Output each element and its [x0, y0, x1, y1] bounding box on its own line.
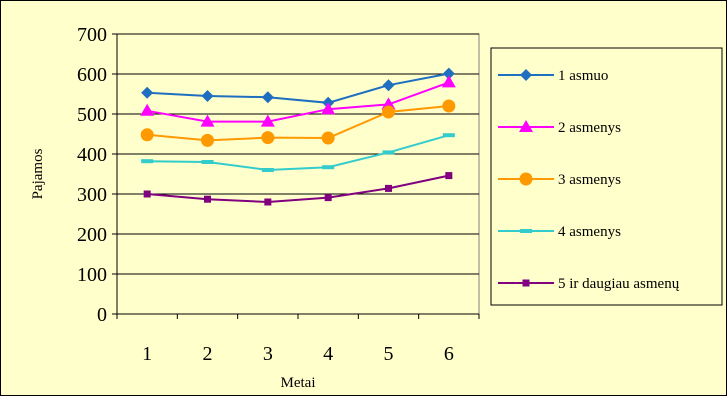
x-tick-label-4: 5: [384, 343, 394, 365]
x-tick-label-0: 1: [142, 343, 152, 365]
legend: 1 asmuo 2 asmenys 3 asmenys 4 asmenys 5 ir d…: [498, 68, 680, 292]
series-3-point-2: [201, 133, 214, 147]
legend-marker-3: [519, 172, 533, 186]
series-2-line: [146, 81, 450, 123]
plot-area: [116, 33, 480, 315]
grid-lines: [117, 33, 479, 275]
series-4-point-5: [382, 150, 395, 155]
series-1-point-2: [201, 90, 214, 102]
y-tick-label-6: 600: [77, 64, 107, 86]
series-1-point-3: [261, 91, 274, 104]
series-5-point-5: [385, 184, 392, 192]
legend-marker-4: [520, 229, 532, 233]
series-1: [141, 67, 455, 109]
legend-label-4: 4 asmenys: [558, 224, 621, 240]
x-tick-label-1: 2: [203, 343, 213, 365]
series-3-point-6: [442, 99, 456, 113]
series-2-point-5: [381, 97, 396, 110]
series-1-line: [147, 72, 450, 104]
series-5-point-2: [204, 195, 211, 203]
series-4-point-6: [442, 133, 455, 138]
series-5-line: [147, 174, 450, 204]
series-2-point-1: [140, 103, 155, 116]
series-5-point-3: [264, 198, 272, 206]
series-2-point-3: [260, 114, 275, 127]
legend-marker-5: [522, 279, 530, 287]
series-1-point-1: [141, 86, 154, 99]
series-layer: [140, 67, 456, 206]
series-3-point-3: [261, 131, 275, 145]
y-axis-title: Pajamos: [30, 148, 46, 199]
y-tick-label-0: 0: [97, 304, 107, 326]
series-4-point-1: [141, 159, 154, 164]
series-4-line: [147, 134, 450, 172]
legend-marker-2: [519, 120, 533, 132]
y-tick-label-4: 400: [77, 144, 107, 166]
series-2: [140, 75, 456, 127]
y-tick-label-5: 500: [77, 104, 107, 126]
series-1-point-5: [382, 79, 395, 92]
series-4-point-2: [201, 160, 214, 164]
series-2-point-2: [200, 114, 215, 127]
series-3-line: [147, 105, 449, 142]
legend-marker-1: [520, 69, 532, 81]
series-5: [143, 172, 453, 206]
series-3: [140, 99, 456, 147]
series-4: [141, 133, 455, 172]
legend-label-2: 2 asmenys: [558, 120, 621, 136]
y-tick-label-1: 100: [77, 264, 107, 286]
x-tick-label-2: 3: [263, 343, 273, 365]
legend-label-5: 5 ir daugiau asmenų: [558, 276, 680, 292]
legend-label-3: 3 asmenys: [558, 172, 621, 188]
series-2-point-6: [441, 75, 456, 88]
axes: 0 100 200 300 400 500 600 700 1 2 3 4 5 6: [77, 24, 480, 365]
series-4-point-3: [261, 168, 274, 172]
series-3-point-4: [321, 131, 335, 145]
y-tick-label-2: 200: [77, 224, 107, 246]
series-5-point-1: [143, 190, 151, 198]
x-tick-label-5: 6: [444, 343, 454, 365]
series-3-point-5: [382, 105, 395, 119]
series-1-point-6: [442, 67, 455, 80]
y-tick-label-3: 300: [77, 184, 107, 206]
x-tick-label-3: 4: [323, 343, 333, 365]
x-axis-title: Metai: [281, 375, 316, 391]
series-2-point-4: [321, 102, 336, 115]
y-tick-label-7: 700: [77, 24, 107, 46]
series-5-point-6: [445, 172, 453, 180]
series-3-point-1: [140, 128, 154, 142]
series-5-point-4: [324, 194, 332, 202]
series-4-point-4: [322, 165, 335, 170]
legend-label-1: 1 asmuo: [558, 68, 608, 84]
